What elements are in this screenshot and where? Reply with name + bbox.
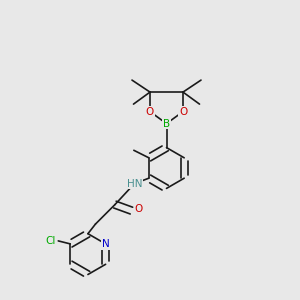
Text: N: N <box>102 239 110 249</box>
Text: O: O <box>179 106 187 117</box>
Text: HN: HN <box>127 178 142 189</box>
Text: O: O <box>146 106 154 117</box>
Text: O: O <box>135 204 143 214</box>
Text: B: B <box>163 118 170 129</box>
Text: Cl: Cl <box>46 236 56 246</box>
